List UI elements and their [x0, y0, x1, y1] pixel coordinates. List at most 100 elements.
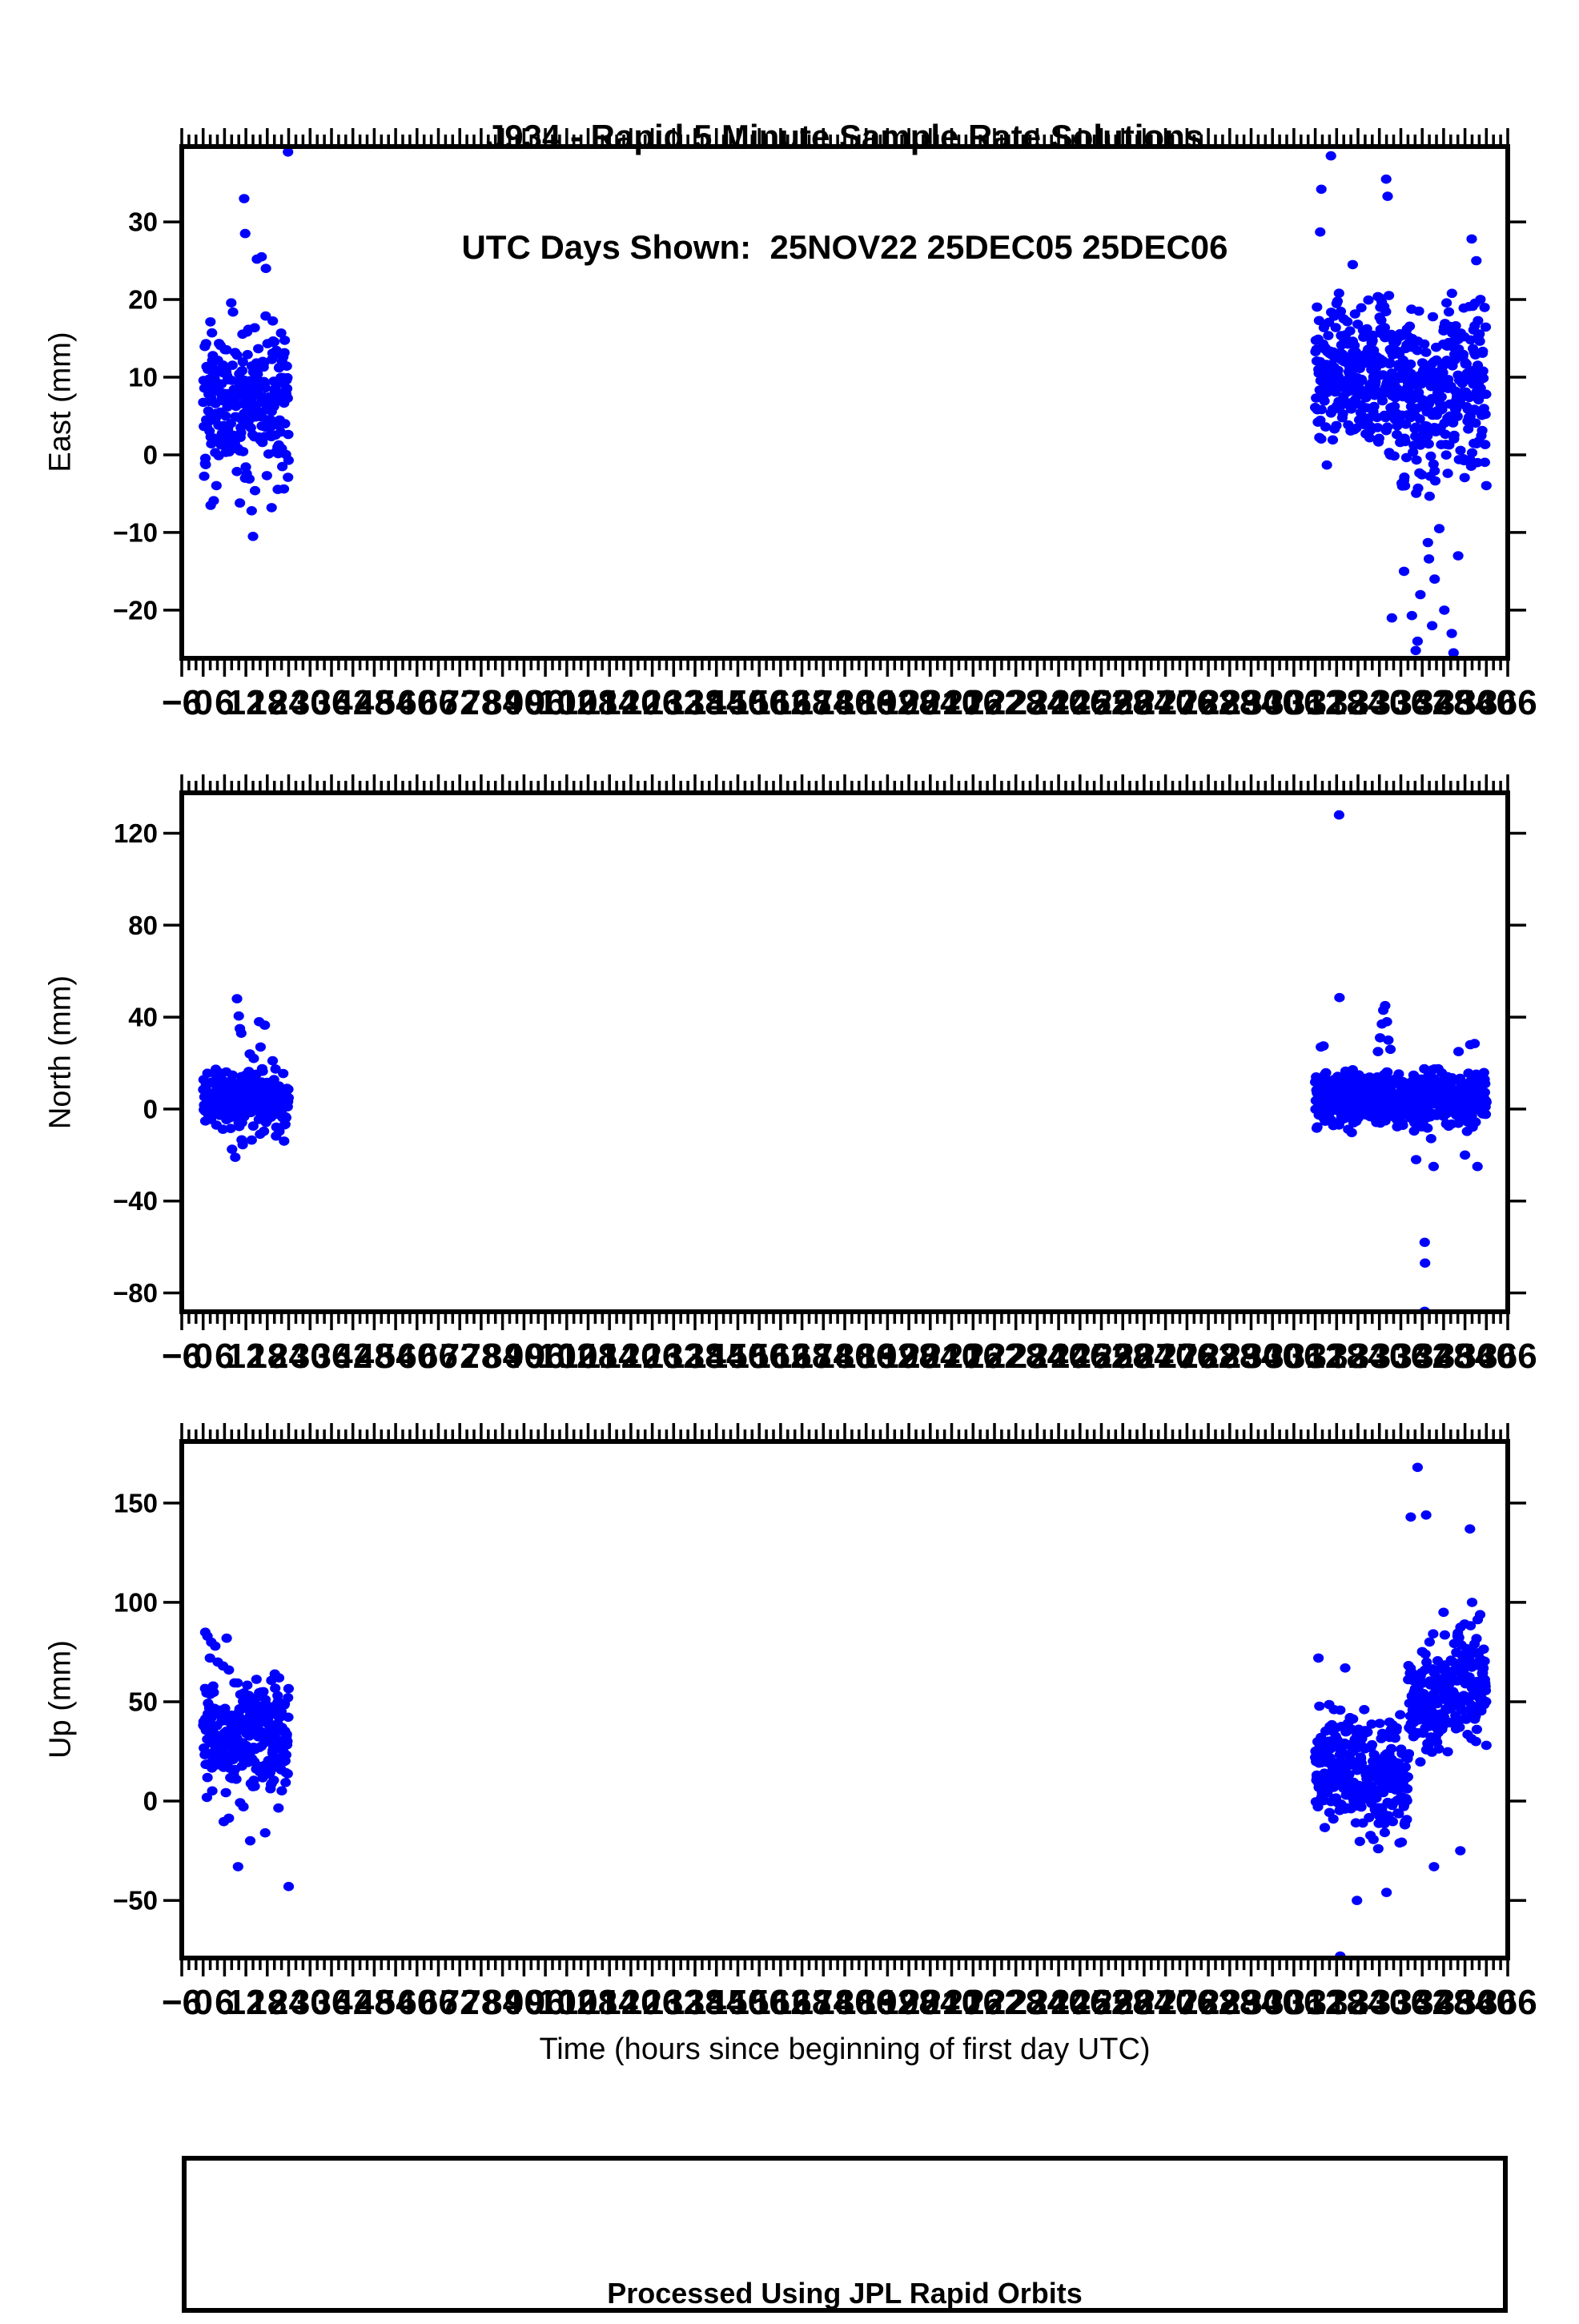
x-tick-label: 252	[1072, 683, 1131, 722]
x-tick-label: 18	[247, 683, 287, 722]
x-tick-label: 354	[1436, 1983, 1495, 2022]
x-tick-label: 312	[1286, 683, 1344, 722]
x-tick-label: 210	[922, 1983, 981, 2022]
x-tick-label: 360	[1457, 1337, 1516, 1376]
x-tick-label: 48	[355, 1337, 394, 1376]
x-tick-label: 102	[537, 1983, 596, 2022]
x-tick-label: 240	[1029, 1337, 1087, 1376]
scatter-points-up	[198, 1462, 1492, 1960]
x-tick-label: 258	[1093, 1983, 1151, 2022]
x-tick-label: 204	[901, 1983, 960, 2022]
x-tick-label: 12	[227, 1983, 266, 2022]
y-tick-label: −40	[113, 1186, 158, 1216]
x-tick-label: 282	[1179, 1337, 1237, 1376]
x-tick-label: 186	[837, 1983, 895, 2022]
x-tick-label: 186	[837, 683, 895, 722]
x-tick-label: 168	[773, 683, 831, 722]
x-tick-label: 60	[397, 683, 436, 722]
x-tick-label: 138	[665, 683, 724, 722]
x-tick-label: 270	[1136, 1983, 1195, 2022]
x-tick-label: 198	[879, 1337, 938, 1376]
axis-ticks	[163, 774, 1526, 1330]
x-tick-label: 30	[291, 683, 330, 722]
x-tick-label: 300	[1243, 1337, 1301, 1376]
x-tick-label: 156	[729, 1337, 788, 1376]
x-tick-label: 120	[601, 1983, 660, 2022]
x-tick-label: 318	[1308, 683, 1366, 722]
x-tick-label: 366	[1478, 1337, 1537, 1376]
y-tick-label: 120	[114, 818, 158, 848]
y-tick-label: −20	[113, 595, 158, 625]
plot-frame	[179, 790, 1510, 1314]
x-tick-label: 174	[794, 1337, 854, 1376]
x-tick-label: 18	[247, 1983, 287, 2022]
x-tick-label: 258	[1093, 1337, 1151, 1376]
x-tick-label: 348	[1414, 683, 1473, 722]
x-tick-label: 270	[1136, 683, 1195, 722]
x-tick-label: 294	[1222, 683, 1281, 722]
x-tick-label: 366	[1478, 683, 1537, 722]
x-tick-label: 312	[1286, 1983, 1344, 2022]
y-tick-label: 100	[114, 1587, 158, 1617]
x-tick-labels: −60 6121824303642485460667278849096102108…	[162, 683, 1537, 722]
x-tick-label: 126	[623, 683, 681, 722]
x-tick-label: 132	[645, 1337, 703, 1376]
x-tick-label: 36	[312, 1983, 352, 2022]
x-tick-label: 252	[1072, 1337, 1131, 1376]
x-tick-label: 336	[1372, 683, 1430, 722]
x-tick-label: 66	[419, 1337, 458, 1376]
x-tick-label: 342	[1392, 683, 1451, 722]
x-tick-label: 342	[1392, 1337, 1451, 1376]
x-tick-label: 132	[645, 683, 703, 722]
x-tick-label: 90	[504, 1983, 544, 2022]
x-tick-label: 60	[397, 1337, 436, 1376]
x-tick-label: 318	[1308, 1983, 1366, 2022]
x-tick-label: 132	[645, 1983, 703, 2022]
x-tick-label: 324	[1328, 683, 1388, 722]
x-tick-label: 120	[601, 1337, 660, 1376]
x-tick-label: 162	[751, 683, 810, 722]
x-tick-label: 114	[581, 1983, 639, 2022]
x-tick-label: 78	[461, 683, 500, 722]
x-tick-label: 360	[1457, 1983, 1516, 2022]
x-tick-label: 48	[355, 683, 394, 722]
x-tick-label: 24	[269, 1337, 308, 1376]
x-tick-label: 228	[986, 1983, 1045, 2022]
x-tick-label: 168	[773, 1983, 831, 2022]
x-tick-label: 168	[773, 1337, 831, 1376]
x-tick-label: 162	[751, 1983, 810, 2022]
x-tick-label: 216	[944, 1983, 1002, 2022]
x-tick-label: 240	[1029, 1983, 1087, 2022]
x-tick-label: 72	[440, 1337, 480, 1376]
x-tick-label: 60	[397, 1983, 436, 2022]
x-tick-label: 54	[376, 683, 416, 722]
x-tick-label: 162	[751, 1337, 810, 1376]
x-tick-label: 306	[1264, 1983, 1323, 2022]
x-tick-label: 174	[794, 683, 854, 722]
x-tick-label: 150	[709, 1983, 767, 2022]
x-tick-label: 144	[687, 1337, 746, 1376]
x-tick-label: 276	[1158, 1983, 1216, 2022]
scatter-points-east	[198, 147, 1492, 657]
x-tick-label: 120	[601, 683, 660, 722]
caption-line1: Processed Using JPL Rapid Orbits	[607, 2277, 1083, 2310]
x-tick-label: 288	[1200, 683, 1259, 722]
x-tick-label: 102	[537, 683, 596, 722]
x-tick-label: 222	[965, 1983, 1023, 2022]
chart-title-line2: UTC Days Shown: 25NOV22 25DEC05 25DEC06	[461, 228, 1228, 266]
x-tick-label: 144	[687, 1983, 746, 2022]
x-tick-label: 36	[312, 683, 352, 722]
axis-ticks	[163, 1423, 1526, 1976]
x-tick-label: 42	[333, 1337, 372, 1376]
x-tick-label: 42	[333, 683, 372, 722]
x-tick-label: 30	[291, 1337, 330, 1376]
x-tick-label: 210	[922, 683, 981, 722]
x-tick-label: 318	[1308, 1337, 1366, 1376]
y-tick-label: 0	[143, 440, 158, 470]
x-tick-label: 42	[333, 1983, 372, 2022]
x-tick-label: 108	[559, 683, 617, 722]
x-tick-label: 186	[837, 1337, 895, 1376]
x-tick-label: 258	[1093, 683, 1151, 722]
